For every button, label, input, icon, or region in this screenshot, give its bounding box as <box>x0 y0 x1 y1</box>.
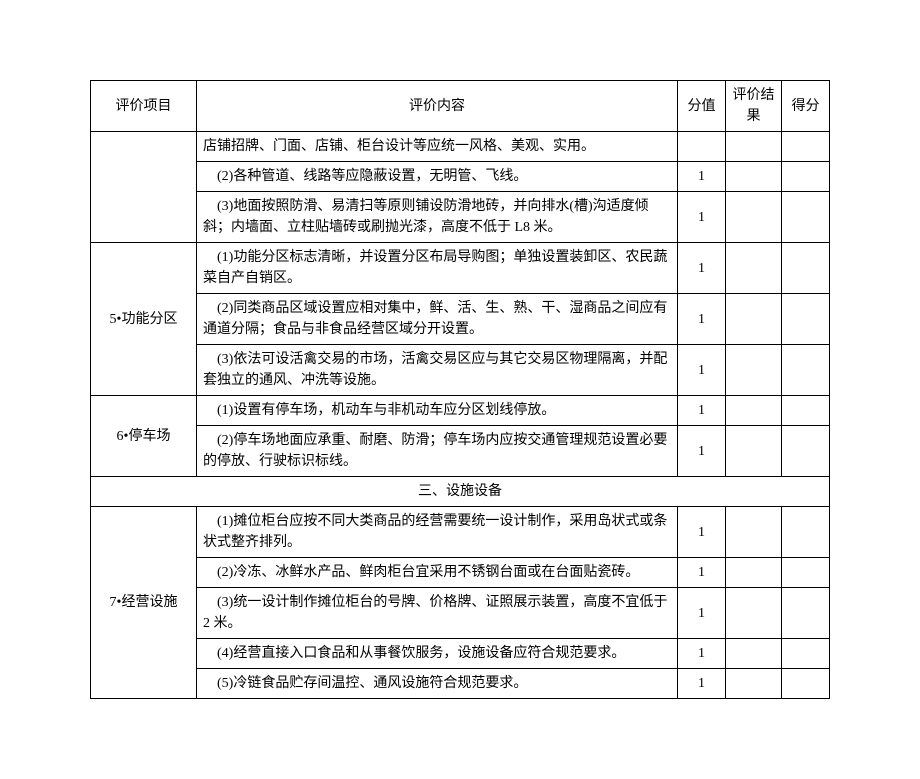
score-cell: 1 <box>678 192 726 243</box>
final-cell <box>782 639 830 669</box>
result-cell <box>726 162 782 192</box>
result-cell <box>726 132 782 162</box>
final-cell <box>782 426 830 477</box>
final-cell <box>782 162 830 192</box>
final-cell <box>782 396 830 426</box>
table-row: 7•经营设施 (1)摊位柜台应按不同大类商品的经营需要统一设计制作，采用岛状式或… <box>91 507 830 558</box>
table-row: 店铺招牌、门面、店铺、柜台设计等应统一风格、美观、实用。 <box>91 132 830 162</box>
final-cell <box>782 558 830 588</box>
evaluation-table: 评价项目 评价内容 分值 评价结果 得分 店铺招牌、门面、店铺、柜台设计等应统一… <box>90 80 830 699</box>
result-cell <box>726 639 782 669</box>
content-cell: (4)经营直接入口食品和从事餐饮服务，设施设备应符合规范要求。 <box>197 639 678 669</box>
final-cell <box>782 669 830 699</box>
content-cell: (1)摊位柜台应按不同大类商品的经营需要统一设计制作，采用岛状式或条状式整齐排列… <box>197 507 678 558</box>
content-cell: 店铺招牌、门面、店铺、柜台设计等应统一风格、美观、实用。 <box>197 132 678 162</box>
result-cell <box>726 558 782 588</box>
score-cell: 1 <box>678 588 726 639</box>
header-content: 评价内容 <box>197 81 678 132</box>
result-cell <box>726 588 782 639</box>
content-cell: (3)依法可设活禽交易的市场，活禽交易区应与其它交易区物理隔离，并配套独立的通风… <box>197 345 678 396</box>
item-cell <box>91 132 197 243</box>
table-row: (2)冷冻、冰鲜水产品、鲜肉柜台宜采用不锈钢台面或在台面贴瓷砖。 1 <box>91 558 830 588</box>
score-cell: 1 <box>678 426 726 477</box>
content-cell: (1)功能分区标志清晰，并设置分区布局导购图；单独设置装卸区、农民蔬菜自产自销区… <box>197 243 678 294</box>
result-cell <box>726 243 782 294</box>
table-row: (2)停车场地面应承重、耐磨、防滑；停车场内应按交通管理规范设置必要的停放、行驶… <box>91 426 830 477</box>
table-header-row: 评价项目 评价内容 分值 评价结果 得分 <box>91 81 830 132</box>
result-cell <box>726 294 782 345</box>
score-cell <box>678 132 726 162</box>
final-cell <box>782 243 830 294</box>
content-cell: (2)各种管道、线路等应隐蔽设置，无明管、飞线。 <box>197 162 678 192</box>
content-cell: (3)地面按照防滑、易清扫等原则铺设防滑地砖，并向排水(槽)沟适度倾斜；内墙面、… <box>197 192 678 243</box>
score-cell: 1 <box>678 162 726 192</box>
item-cell: 6•停车场 <box>91 396 197 477</box>
header-score: 分值 <box>678 81 726 132</box>
final-cell <box>782 132 830 162</box>
item-cell: 5•功能分区 <box>91 243 197 396</box>
content-cell: (2)停车场地面应承重、耐磨、防滑；停车场内应按交通管理规范设置必要的停放、行驶… <box>197 426 678 477</box>
score-cell: 1 <box>678 345 726 396</box>
content-cell: (1)设置有停车场，机动车与非机动车应分区划线停放。 <box>197 396 678 426</box>
final-cell <box>782 345 830 396</box>
score-cell: 1 <box>678 669 726 699</box>
table-row: (5)冷链食品贮存间温控、通风设施符合规范要求。 1 <box>91 669 830 699</box>
header-final: 得分 <box>782 81 830 132</box>
content-cell: (2)冷冻、冰鲜水产品、鲜肉柜台宜采用不锈钢台面或在台面贴瓷砖。 <box>197 558 678 588</box>
result-cell <box>726 669 782 699</box>
score-cell: 1 <box>678 558 726 588</box>
score-cell: 1 <box>678 507 726 558</box>
table-row: 6•停车场 (1)设置有停车场，机动车与非机动车应分区划线停放。 1 <box>91 396 830 426</box>
content-cell: (2)同类商品区域设置应相对集中，鲜、活、生、熟、干、湿商品之间应有通道分隔；食… <box>197 294 678 345</box>
section-header: 三、设施设备 <box>91 477 830 507</box>
header-result: 评价结果 <box>726 81 782 132</box>
table-row: (3)统一设计制作摊位柜台的号牌、价格牌、证照展示装置，高度不宜低于 2 米。 … <box>91 588 830 639</box>
header-item: 评价项目 <box>91 81 197 132</box>
score-cell: 1 <box>678 243 726 294</box>
score-cell: 1 <box>678 396 726 426</box>
content-cell: (3)统一设计制作摊位柜台的号牌、价格牌、证照展示装置，高度不宜低于 2 米。 <box>197 588 678 639</box>
item-cell: 7•经营设施 <box>91 507 197 699</box>
final-cell <box>782 192 830 243</box>
final-cell <box>782 294 830 345</box>
table-row: (2)各种管道、线路等应隐蔽设置，无明管、飞线。 1 <box>91 162 830 192</box>
score-cell: 1 <box>678 639 726 669</box>
result-cell <box>726 192 782 243</box>
result-cell <box>726 345 782 396</box>
table-row: (2)同类商品区域设置应相对集中，鲜、活、生、熟、干、湿商品之间应有通道分隔；食… <box>91 294 830 345</box>
table-row: (4)经营直接入口食品和从事餐饮服务，设施设备应符合规范要求。 1 <box>91 639 830 669</box>
score-cell: 1 <box>678 294 726 345</box>
result-cell <box>726 507 782 558</box>
content-cell: (5)冷链食品贮存间温控、通风设施符合规范要求。 <box>197 669 678 699</box>
table-row: (3)依法可设活禽交易的市场，活禽交易区应与其它交易区物理隔离，并配套独立的通风… <box>91 345 830 396</box>
result-cell <box>726 396 782 426</box>
table-row: (3)地面按照防滑、易清扫等原则铺设防滑地砖，并向排水(槽)沟适度倾斜；内墙面、… <box>91 192 830 243</box>
section-header-row: 三、设施设备 <box>91 477 830 507</box>
result-cell <box>726 426 782 477</box>
table-row: 5•功能分区 (1)功能分区标志清晰，并设置分区布局导购图；单独设置装卸区、农民… <box>91 243 830 294</box>
final-cell <box>782 507 830 558</box>
final-cell <box>782 588 830 639</box>
